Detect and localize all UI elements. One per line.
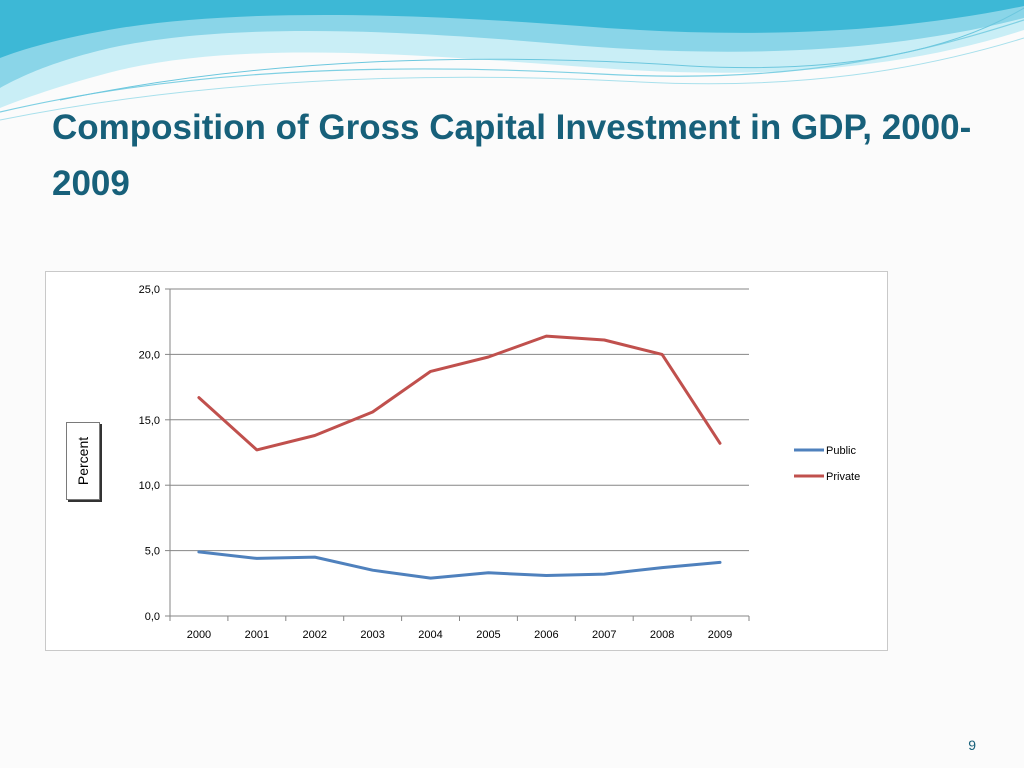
legend-label-private: Private: [826, 471, 860, 483]
x-tick-label: 2006: [534, 629, 558, 641]
x-tick-label: 2009: [708, 629, 732, 641]
chart-frame: 0,0 5,0 10,0 15,0 20,0 25,0 2000 2001 2002 2003 20…: [45, 271, 888, 651]
x-tick-label: 2004: [418, 629, 442, 641]
x-tick-label: 2005: [476, 629, 500, 641]
y-tick-label: 20,0: [139, 349, 160, 361]
y-tick-label: 5,0: [145, 546, 160, 558]
y-axis-label-box: Percent: [66, 422, 100, 500]
header-wave-decoration: [0, 0, 1024, 121]
y-tick-label: 0,0: [145, 611, 160, 623]
series-line-public: [197, 550, 722, 580]
y-tick-label: 10,0: [139, 480, 160, 492]
x-tick-label: 2003: [360, 629, 384, 641]
series-line-private: [197, 334, 722, 452]
wave-band-dark: [0, 0, 1024, 58]
slide-title: Composition of Gross Capital Investment …: [52, 108, 972, 203]
wave-line-2: [0, 37, 1024, 121]
x-tick-label: 2007: [592, 629, 616, 641]
line-chart: 0,0 5,0 10,0 15,0 20,0 25,0 2000 2001 2002 2003 20…: [139, 284, 861, 641]
x-tick-label: 2001: [245, 629, 269, 641]
x-tick-label: 2002: [303, 629, 327, 641]
y-axis-label: Percent: [75, 436, 91, 486]
page-number: 9: [968, 737, 976, 753]
y-tick-label: 25,0: [139, 284, 160, 296]
legend-label-public: Public: [826, 445, 856, 457]
y-tick-label: 15,0: [139, 415, 160, 427]
wave-line-3: [59, 7, 1024, 101]
x-tick-label: 2008: [650, 629, 674, 641]
x-tick-label: 2000: [187, 629, 211, 641]
